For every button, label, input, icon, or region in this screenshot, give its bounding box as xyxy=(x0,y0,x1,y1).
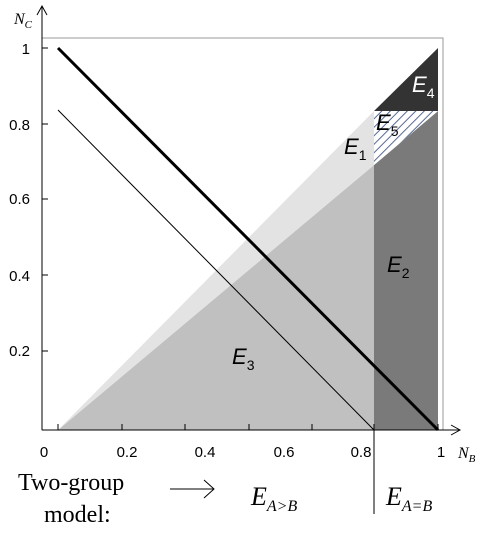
y-tick-label: 0.2 xyxy=(9,343,30,360)
thin-diagonal-line xyxy=(57,109,375,431)
x-tick-label: 0.8 xyxy=(351,444,372,461)
x-axis-label: NB xyxy=(457,445,476,465)
x-tick-label: 0.6 xyxy=(274,444,295,461)
y-tick-label: 0.6 xyxy=(9,191,30,208)
y-axis-arrow xyxy=(36,4,48,16)
region-e5-label: E5 xyxy=(376,110,399,139)
y-tick-marks xyxy=(42,47,48,352)
y-tick-label: 1 xyxy=(22,41,30,58)
x-tick-label: 0.2 xyxy=(117,444,138,461)
region-e4-label: E4 xyxy=(412,72,435,101)
label-e-a-equals-b: EA=B xyxy=(385,482,432,515)
x-tick-label: 0.4 xyxy=(195,444,216,461)
caption-model: model: xyxy=(44,502,111,528)
caption-arrow-icon xyxy=(170,479,215,499)
region-e2-label: E2 xyxy=(387,252,410,281)
region-e5-fill xyxy=(374,111,438,165)
region-e3-label: E3 xyxy=(232,344,255,373)
x-tick-label: 1 xyxy=(437,444,445,461)
x-axis-arrow xyxy=(450,424,462,436)
region-e1-label: E1 xyxy=(344,134,367,163)
label-e-a-greater-b: EA>B xyxy=(250,482,297,515)
region-e2-fill xyxy=(374,111,438,430)
caption-two-group: Two-group xyxy=(18,470,124,496)
y-tick-label: 0.8 xyxy=(9,117,30,134)
x-tick-marks xyxy=(57,424,439,430)
x-tick-label: 0 xyxy=(40,444,48,461)
thick-diagonal-line xyxy=(56,46,440,432)
y-axis-label: NC xyxy=(13,11,33,31)
region-e4-fill xyxy=(374,48,438,111)
y-tick-label: 0.4 xyxy=(9,268,30,285)
